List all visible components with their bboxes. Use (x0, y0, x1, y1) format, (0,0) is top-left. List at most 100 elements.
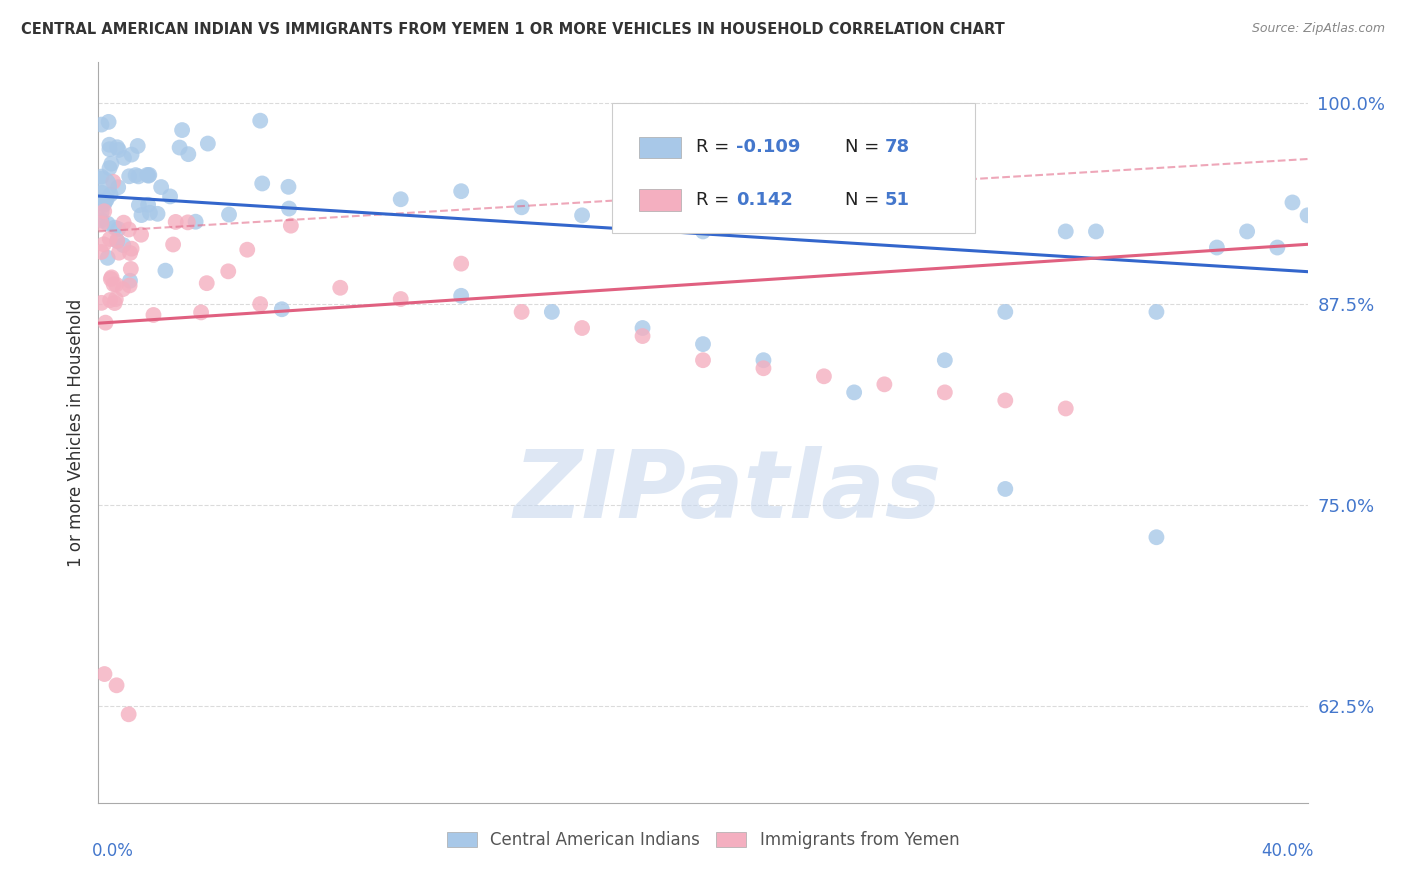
Point (1144, 305, 1167, 319)
Point (98, 232, 121, 246)
Point (118, 169, 141, 184)
Point (1206, 240, 1229, 254)
Text: 78: 78 (884, 138, 910, 156)
Point (112, 151, 135, 165)
Point (389, 192, 412, 206)
Point (934, 353, 956, 368)
Point (121, 242, 143, 256)
Point (631, 329, 654, 343)
Point (250, 177, 273, 191)
Point (90, 205, 112, 219)
Point (1236, 224, 1258, 238)
Point (752, 361, 775, 376)
Point (249, 113, 271, 128)
Point (169, 140, 191, 154)
Text: N =: N = (845, 191, 884, 209)
Point (177, 215, 200, 229)
Point (97, 217, 120, 231)
Point (93, 667, 115, 681)
Point (131, 208, 153, 222)
Point (1085, 224, 1108, 238)
Point (112, 238, 135, 252)
Point (90, 169, 112, 184)
Point (510, 305, 533, 319)
Point (450, 257, 472, 271)
Point (217, 264, 239, 278)
Point (108, 245, 131, 260)
Point (100, 156, 122, 170)
Text: 0.142: 0.142 (735, 191, 793, 209)
Point (104, 292, 127, 306)
Point (1267, 240, 1289, 254)
Point (96, 193, 118, 207)
Point (93, 237, 115, 252)
Point (94, 316, 117, 330)
Point (118, 278, 141, 293)
Point (190, 305, 212, 319)
Point (90, 179, 112, 194)
Point (165, 215, 187, 229)
Text: ZIPatlas: ZIPatlas (513, 446, 941, 538)
Point (218, 208, 240, 222)
Text: Source: ZipAtlas.com: Source: ZipAtlas.com (1251, 22, 1385, 36)
Point (752, 353, 775, 368)
Point (184, 215, 207, 229)
Point (571, 321, 593, 335)
Point (118, 274, 141, 288)
Text: 51: 51 (884, 191, 910, 209)
Point (1144, 530, 1167, 544)
Point (813, 369, 835, 384)
Point (138, 168, 160, 182)
Point (844, 176, 866, 190)
Point (155, 263, 177, 277)
Point (103, 277, 125, 292)
Point (90, 244, 112, 259)
Point (90, 216, 112, 230)
Y-axis label: 1 or more Vehicles in Household: 1 or more Vehicles in Household (66, 299, 84, 566)
Point (1296, 208, 1319, 222)
Point (1054, 224, 1077, 238)
Text: -0.109: -0.109 (735, 138, 800, 156)
Point (270, 302, 292, 317)
Point (100, 270, 122, 285)
Point (97, 115, 120, 129)
Text: 40.0%: 40.0% (1261, 842, 1313, 860)
Point (278, 202, 301, 216)
FancyBboxPatch shape (613, 103, 976, 233)
Point (146, 207, 169, 221)
Point (1281, 195, 1303, 210)
Point (571, 208, 593, 222)
Point (90, 213, 112, 227)
Point (104, 296, 127, 310)
Point (107, 222, 129, 236)
Point (91, 186, 114, 200)
Point (934, 385, 956, 400)
Point (111, 282, 134, 296)
Point (105, 234, 128, 248)
Point (692, 224, 714, 238)
Point (128, 198, 150, 212)
Point (98, 161, 121, 175)
Point (105, 678, 128, 692)
Point (389, 292, 412, 306)
Point (93, 197, 115, 211)
Legend: Central American Indians, Immigrants from Yemen: Central American Indians, Immigrants fro… (439, 822, 967, 857)
Point (124, 168, 146, 182)
Point (197, 136, 219, 151)
Point (127, 139, 149, 153)
Point (93, 204, 115, 219)
Point (104, 220, 127, 235)
Point (107, 143, 129, 157)
Text: R =: R = (696, 191, 741, 209)
Point (120, 262, 142, 277)
Point (142, 308, 165, 322)
Text: CENTRAL AMERICAN INDIAN VS IMMIGRANTS FROM YEMEN 1 OR MORE VEHICLES IN HOUSEHOLD: CENTRAL AMERICAN INDIAN VS IMMIGRANTS FR… (21, 22, 1005, 37)
Point (329, 281, 352, 295)
FancyBboxPatch shape (638, 136, 682, 158)
Point (631, 216, 654, 230)
Point (994, 393, 1017, 408)
Point (90, 296, 112, 310)
Point (994, 305, 1017, 319)
Point (118, 707, 141, 722)
Point (94, 194, 117, 208)
